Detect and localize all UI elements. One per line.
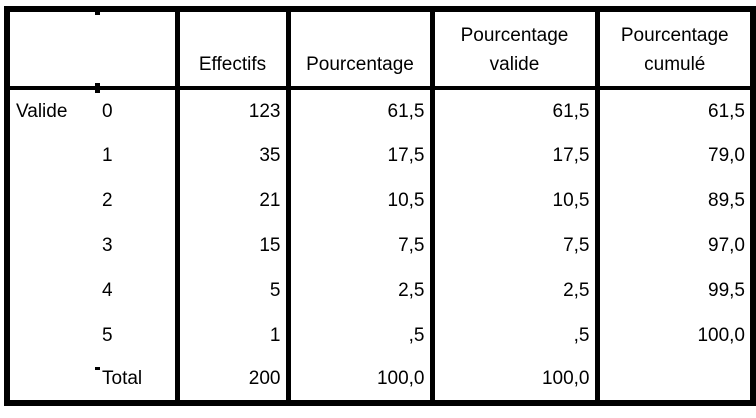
pourcentage-cumule-cell: 89,5 xyxy=(594,178,753,223)
pourcentage-cumule-cell: 61,5 xyxy=(594,88,753,133)
effectifs-cell: 1 xyxy=(174,313,288,358)
pourcentage-valide-cell: ,5 xyxy=(429,313,597,358)
pourcentage-cell: 7,5 xyxy=(285,223,432,268)
header-rowgroup-spacer xyxy=(7,9,98,90)
column-divider-tick xyxy=(95,367,100,370)
effectifs-cell: 123 xyxy=(174,88,288,133)
total-label-cell: Total xyxy=(102,368,143,389)
table-row: 4 5 2,5 2,5 99,5 xyxy=(7,268,753,313)
category-label-cell: 0 xyxy=(102,100,113,122)
pourcentage-cumule-cell: 79,0 xyxy=(594,133,753,178)
pourcentage-cell: 10,5 xyxy=(285,178,432,223)
effectifs-cell: 15 xyxy=(174,223,288,268)
effectifs-cell: 21 xyxy=(174,178,288,223)
row-group-label-cell xyxy=(7,178,98,223)
table-row: 3 15 7,5 7,5 97,0 xyxy=(7,223,753,268)
pourcentage-valide-cell: 10,5 xyxy=(429,178,597,223)
table-row-total: Total 200 100,0 100,0 xyxy=(7,358,753,403)
effectifs-cell: 200 xyxy=(174,358,288,403)
header-row: Effectifs Pourcentage Pourcentage valide… xyxy=(7,9,753,90)
table-row: 5 1 ,5 ,5 100,0 xyxy=(7,313,753,358)
pourcentage-cell: 17,5 xyxy=(285,133,432,178)
row-group-label-cell xyxy=(7,358,98,403)
pourcentage-valide-cell: 2,5 xyxy=(429,268,597,313)
pourcentage-cell: 100,0 xyxy=(285,358,432,403)
pourcentage-cell: 2,5 xyxy=(285,268,432,313)
row-group-label-cell: Valide xyxy=(16,100,68,122)
effectifs-cell: 35 xyxy=(174,133,288,178)
pourcentage-cumule-cell: 99,5 xyxy=(594,268,753,313)
header-pourcentage-cumule: Pourcentage cumulé xyxy=(594,9,753,90)
header-effectifs: Effectifs xyxy=(174,9,288,90)
category-label-cell: 2 xyxy=(102,189,113,211)
pourcentage-cell: ,5 xyxy=(285,313,432,358)
pourcentage-valide-cell: 17,5 xyxy=(429,133,597,178)
row-group-label-cell xyxy=(7,223,98,268)
pourcentage-cumule-cell: 100,0 xyxy=(594,313,753,358)
category-label-cell: 3 xyxy=(102,234,113,256)
header-pourcentage-valide: Pourcentage valide xyxy=(429,9,597,90)
row-group-label-cell xyxy=(7,268,98,313)
column-divider-tick xyxy=(95,12,100,15)
header-pourcentage: Pourcentage xyxy=(285,9,432,90)
category-label-cell: 4 xyxy=(102,279,113,301)
category-label-cell: 1 xyxy=(102,144,113,166)
row-group-label-cell xyxy=(7,133,98,178)
category-label-cell: 5 xyxy=(102,324,113,346)
pourcentage-cumule-cell: 97,0 xyxy=(594,223,753,268)
table-row: 2 21 10,5 10,5 89,5 xyxy=(7,178,753,223)
pourcentage-valide-cell: 7,5 xyxy=(429,223,597,268)
header-category-spacer xyxy=(98,9,177,90)
pourcentage-cell: 61,5 xyxy=(285,88,432,133)
column-divider-tick xyxy=(95,83,100,93)
effectifs-cell: 5 xyxy=(174,268,288,313)
row-group-label-cell xyxy=(7,313,98,358)
pourcentage-cumule-cell xyxy=(594,358,753,403)
pourcentage-valide-cell: 100,0 xyxy=(429,358,597,403)
table-row: 1 35 17,5 17,5 79,0 xyxy=(7,133,753,178)
frequency-table: Effectifs Pourcentage Pourcentage valide… xyxy=(4,6,756,406)
table-row: Valide 0 123 61,5 61,5 61,5 xyxy=(7,88,753,133)
pourcentage-valide-cell: 61,5 xyxy=(429,88,597,133)
